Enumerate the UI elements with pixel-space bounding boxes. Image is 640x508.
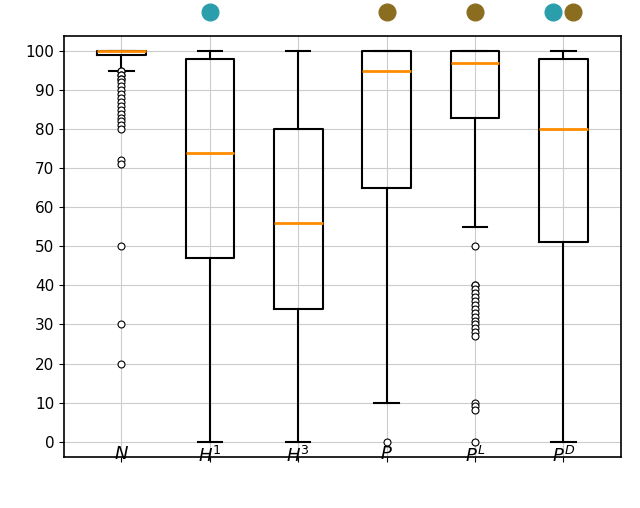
Text: $P$: $P$ [380, 446, 393, 463]
Text: $H^1$: $H^1$ [198, 446, 221, 466]
Text: $H^3$: $H^3$ [286, 446, 310, 466]
Text: $N$: $N$ [114, 446, 129, 463]
Text: $P^D$: $P^D$ [552, 446, 575, 466]
Text: $P^L$: $P^L$ [465, 446, 485, 466]
